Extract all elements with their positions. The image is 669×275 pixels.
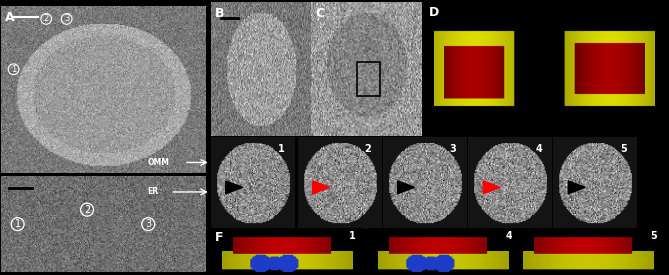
Text: OMM: OMM — [147, 158, 169, 167]
Polygon shape — [568, 181, 585, 194]
Text: 1: 1 — [349, 230, 356, 241]
Text: 2: 2 — [365, 144, 371, 154]
Text: A: A — [5, 10, 15, 24]
Text: 2: 2 — [84, 205, 90, 215]
Text: B: B — [215, 7, 224, 20]
Polygon shape — [483, 181, 500, 194]
Bar — [357, 62, 379, 96]
Polygon shape — [313, 181, 330, 194]
Text: 5: 5 — [651, 230, 658, 241]
Text: 3: 3 — [64, 14, 70, 23]
Polygon shape — [226, 181, 243, 194]
Text: 1: 1 — [11, 65, 16, 74]
Text: 3: 3 — [450, 144, 456, 154]
Text: ER: ER — [147, 188, 159, 196]
Text: C: C — [316, 7, 324, 20]
Text: 4: 4 — [506, 230, 512, 241]
Polygon shape — [397, 181, 414, 194]
Text: 4: 4 — [535, 144, 542, 154]
Text: 5: 5 — [620, 144, 627, 154]
Text: 1: 1 — [278, 144, 284, 154]
Text: 2: 2 — [43, 14, 49, 23]
Text: 1: 1 — [15, 219, 21, 229]
Text: 3: 3 — [145, 219, 151, 229]
Text: F: F — [215, 230, 224, 244]
Text: D: D — [429, 6, 440, 19]
